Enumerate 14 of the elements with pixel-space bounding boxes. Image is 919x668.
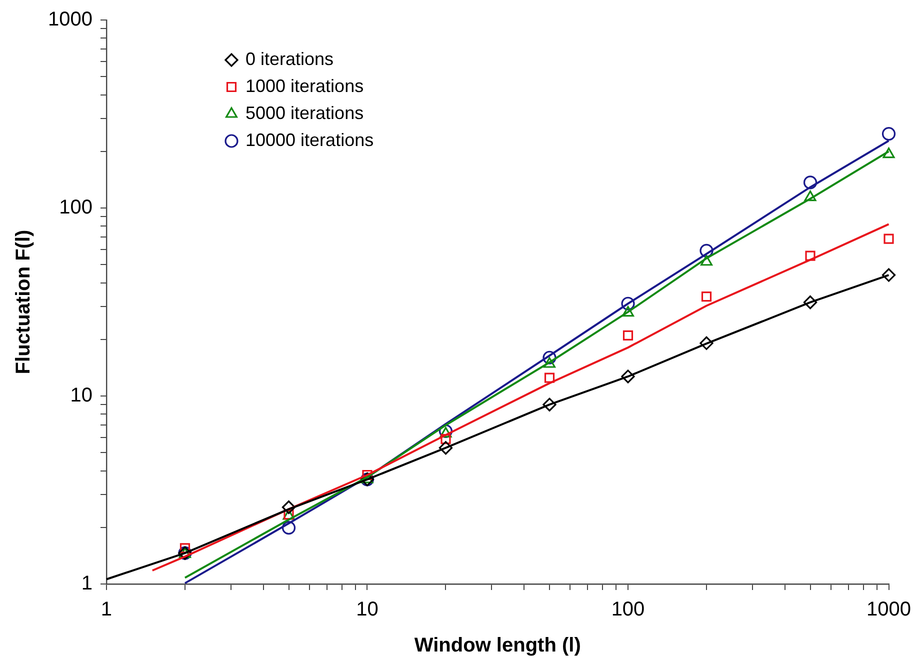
legend-label: 5000 iterations <box>245 102 364 123</box>
x-tick-label: 1 <box>100 598 112 621</box>
y-tick-label: 1000 <box>48 8 92 31</box>
y-axis-title: Fluctuation F(l) <box>12 230 35 374</box>
y-tick-label: 10 <box>70 384 92 407</box>
legend-label: 0 iterations <box>245 48 334 69</box>
x-tick-label: 100 <box>611 598 645 621</box>
y-tick-label: 100 <box>59 196 92 219</box>
legend-label: 1000 iterations <box>245 76 364 96</box>
x-tick-label: 10 <box>356 598 378 621</box>
y-tick-label: 1 <box>81 572 92 595</box>
legend-label: 10000 iterations <box>245 130 374 150</box>
x-tick-label: 1000 <box>866 598 912 621</box>
x-axis-title: Window length (l) <box>414 634 581 657</box>
